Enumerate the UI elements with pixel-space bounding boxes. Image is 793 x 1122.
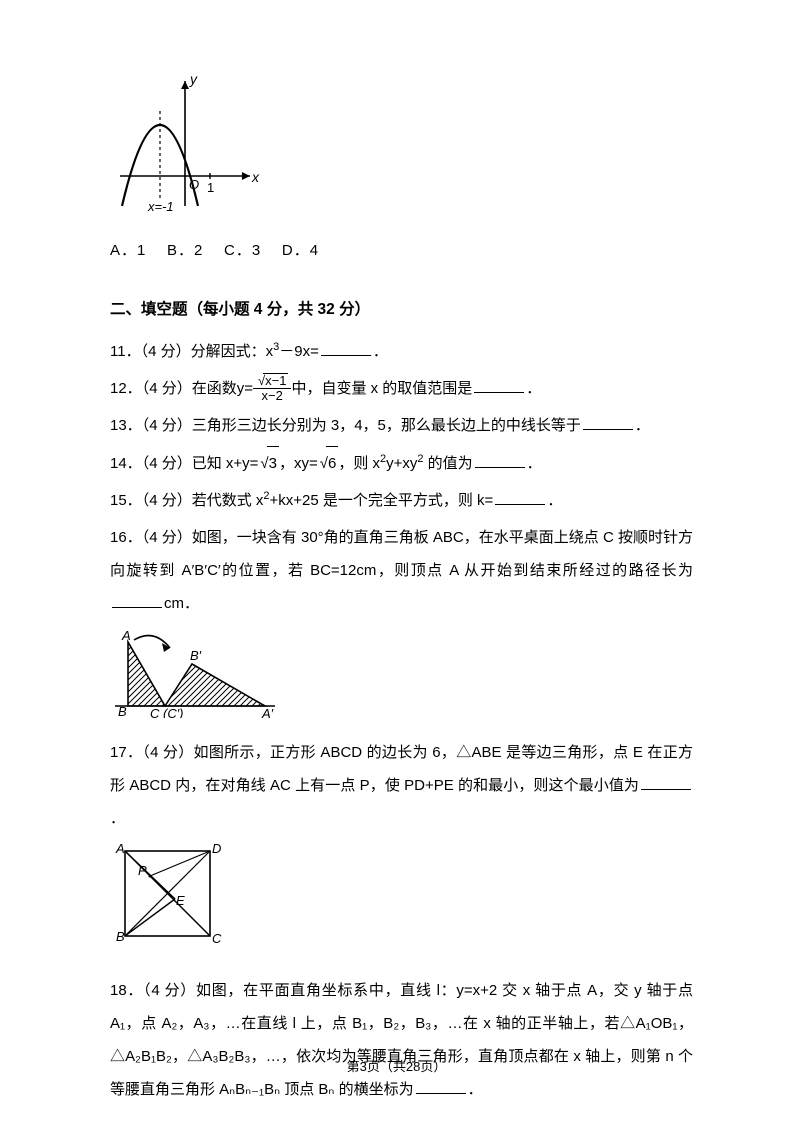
q13-blank <box>583 415 633 430</box>
q12-text-c: ． <box>526 380 541 397</box>
q14-text-c: ，则 x <box>338 455 380 472</box>
lbl-E2: E <box>176 893 185 908</box>
lbl-C2: C <box>212 931 222 946</box>
q12-pts: （4 分） <box>142 380 192 397</box>
q12-text-b: 中，自变量 x 的取值范围是 <box>291 380 472 397</box>
parabola-svg: x y O 1 x=-1 <box>110 66 260 216</box>
q12: 12．（4 分）在函数y=x−1x−2中，自变量 x 的取值范围是． <box>110 372 693 405</box>
q12-lhs: y= <box>237 380 253 397</box>
q14-text-e: 的值为 <box>424 455 473 472</box>
lbl-Bp: B′ <box>190 648 202 663</box>
q17-svg: A D B C E P <box>110 841 225 956</box>
q15-pts: （4 分） <box>142 492 192 509</box>
q16-figure: A B C (C′) B′ A′ <box>110 626 693 730</box>
q12-num: x−1 <box>263 373 288 388</box>
q14-text-b: ，xy= <box>279 455 318 472</box>
choice-c: 3 <box>252 242 261 259</box>
q11-pts: （4 分） <box>141 343 191 360</box>
choice-b: 2 <box>194 242 203 259</box>
q17: 17．（4 分）如图所示，正方形 ABCD 的边长为 6，△ABE 是等边三角形… <box>110 736 693 835</box>
q16-unit: cm． <box>164 595 199 612</box>
q11: 11．（4 分）分解因式：x3－9x=． <box>110 335 693 368</box>
q15: 15．（4 分）若代数式 x2+kx+25 是一个完全平方式，则 k=． <box>110 484 693 517</box>
q14-sqrt1: 3 <box>267 446 279 480</box>
choice-d: 4 <box>310 242 319 259</box>
choice-a: 1 <box>137 242 146 259</box>
q14-sqrt2: 6 <box>326 446 338 480</box>
lbl-A2: A <box>115 841 125 856</box>
q15-text-a: 若代数式 x <box>192 492 264 509</box>
q15-text-c: ． <box>547 492 562 509</box>
q17-pts: （4 分） <box>142 744 193 761</box>
q15-text-b: +kx+25 是一个完全平方式，则 k= <box>270 492 494 509</box>
q14-text-f: ． <box>527 455 542 472</box>
q11-blank <box>321 341 371 356</box>
q16-svg: A B C (C′) B′ A′ <box>110 626 280 718</box>
q12-frac: x−1x−2 <box>253 373 291 404</box>
q16-blank <box>112 593 162 608</box>
q12-blank <box>474 378 524 393</box>
q18-pts: （4 分） <box>143 982 196 999</box>
q13-text-a: 三角形三边长分别为 3，4，5，那么最长边上的中线长等于 <box>192 417 581 434</box>
x-axis-label: x <box>251 169 260 185</box>
q17-text-a: 如图所示，正方形 ABCD 的边长为 6，△ABE 是等边三角形，点 E 在正方… <box>110 744 693 794</box>
footer-mid: 页（共 <box>367 1059 406 1074</box>
x-tick-1: 1 <box>207 180 214 195</box>
q11-text-a: 分解因式：x <box>191 343 274 360</box>
q13-pts: （4 分） <box>142 417 192 434</box>
q17-text-b: ． <box>110 810 125 827</box>
q13: 13．（4 分）三角形三边长分别为 3，4，5，那么最长边上的中线长等于． <box>110 409 693 442</box>
footer-suffix: 页） <box>420 1059 446 1074</box>
lbl-A: A <box>121 628 131 643</box>
q10-choices: A．1 B．2 C．3 D．4 <box>110 234 693 267</box>
q11-text-b: －9x= <box>279 343 319 360</box>
q18: 18．（4 分）如图，在平面直角坐标系中，直线 l：y=x+2 交 x 轴于点 … <box>110 974 693 1106</box>
lbl-B2: B <box>116 929 125 944</box>
q11-text-c: ． <box>373 343 388 360</box>
lbl-B: B <box>118 704 127 718</box>
q15-blank <box>495 490 545 505</box>
q14-blank <box>475 453 525 468</box>
footer-total: 28 <box>406 1059 420 1074</box>
q14-text-d: y+xy <box>386 455 417 472</box>
y-axis-label: y <box>189 71 198 87</box>
q18-text-end: ． <box>468 1081 483 1098</box>
footer-page: 3 <box>360 1059 367 1074</box>
q16: 16．（4 分）如图，一块含有 30°角的直角三角板 ABC，在水平桌面上绕点 … <box>110 521 693 620</box>
q14-text-a: 已知 x+y= <box>192 455 259 472</box>
x-neg1-label: x=-1 <box>147 199 174 214</box>
q16-text-a: 如图，一块含有 30°角的直角三角板 ABC，在水平桌面上绕点 C 按顺时针方向… <box>110 529 693 579</box>
q14: 14．（4 分）已知 x+y=3，xy=6，则 x2y+xy2 的值为． <box>110 446 693 480</box>
q16-pts: （4 分） <box>142 529 192 546</box>
q17-blank <box>641 775 691 790</box>
q10-figure: x y O 1 x=-1 <box>110 66 693 228</box>
q12-text-a: 在函数 <box>192 380 237 397</box>
page-footer: 第3页（共28页） <box>0 1053 793 1082</box>
lbl-P2: P <box>138 863 147 878</box>
q17-figure: A D B C E P <box>110 841 693 968</box>
section-2-title: 二、填空题（每小题 4 分，共 32 分） <box>110 293 693 327</box>
lbl-C: C (C′) <box>150 706 183 718</box>
lbl-Ap: A′ <box>261 706 274 718</box>
q13-text-b: ． <box>635 417 650 434</box>
q12-den: x−2 <box>253 389 291 403</box>
q14-pts: （4 分） <box>142 455 192 472</box>
lbl-D2: D <box>212 841 221 856</box>
footer-prefix: 第 <box>347 1059 360 1074</box>
